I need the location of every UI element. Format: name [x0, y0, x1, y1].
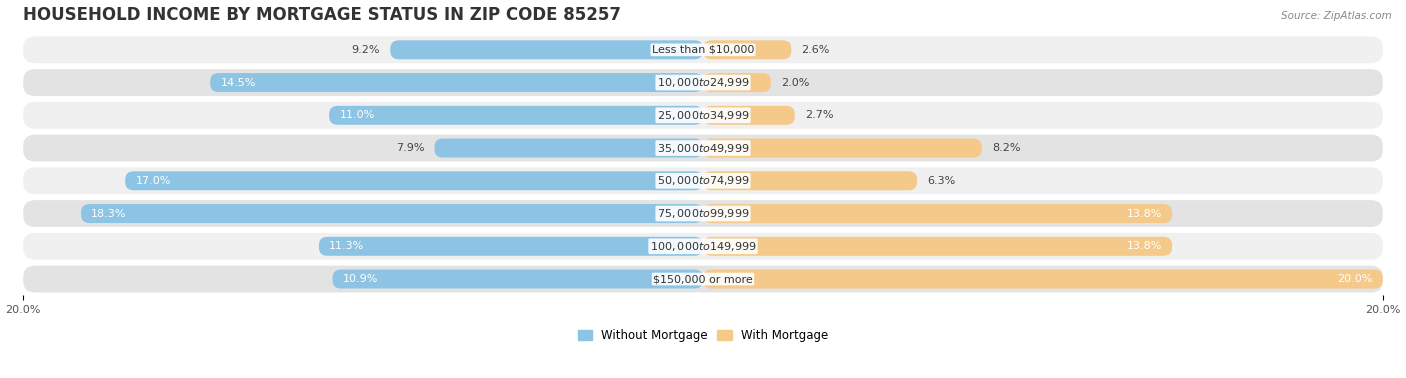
- FancyBboxPatch shape: [329, 106, 703, 125]
- FancyBboxPatch shape: [82, 204, 703, 223]
- Text: $25,000 to $34,999: $25,000 to $34,999: [657, 109, 749, 122]
- Text: 11.0%: 11.0%: [339, 110, 374, 120]
- Text: 20.0%: 20.0%: [1337, 274, 1372, 284]
- Text: 7.9%: 7.9%: [396, 143, 425, 153]
- Text: 2.0%: 2.0%: [782, 77, 810, 88]
- Text: $100,000 to $149,999: $100,000 to $149,999: [650, 240, 756, 253]
- Text: 2.7%: 2.7%: [806, 110, 834, 120]
- Text: $50,000 to $74,999: $50,000 to $74,999: [657, 174, 749, 187]
- FancyBboxPatch shape: [24, 69, 1382, 96]
- FancyBboxPatch shape: [391, 40, 703, 59]
- FancyBboxPatch shape: [209, 73, 703, 92]
- FancyBboxPatch shape: [24, 200, 1382, 227]
- Text: $35,000 to $49,999: $35,000 to $49,999: [657, 141, 749, 155]
- FancyBboxPatch shape: [703, 139, 981, 158]
- Text: HOUSEHOLD INCOME BY MORTGAGE STATUS IN ZIP CODE 85257: HOUSEHOLD INCOME BY MORTGAGE STATUS IN Z…: [24, 6, 621, 23]
- FancyBboxPatch shape: [24, 102, 1382, 129]
- FancyBboxPatch shape: [703, 73, 770, 92]
- FancyBboxPatch shape: [703, 171, 917, 190]
- Text: Source: ZipAtlas.com: Source: ZipAtlas.com: [1281, 11, 1392, 21]
- Text: $10,000 to $24,999: $10,000 to $24,999: [657, 76, 749, 89]
- Text: $150,000 or more: $150,000 or more: [654, 274, 752, 284]
- FancyBboxPatch shape: [333, 270, 703, 288]
- FancyBboxPatch shape: [24, 266, 1382, 293]
- FancyBboxPatch shape: [703, 106, 794, 125]
- FancyBboxPatch shape: [24, 167, 1382, 194]
- FancyBboxPatch shape: [24, 233, 1382, 260]
- FancyBboxPatch shape: [703, 237, 1173, 256]
- FancyBboxPatch shape: [125, 171, 703, 190]
- Legend: Without Mortgage, With Mortgage: Without Mortgage, With Mortgage: [574, 325, 832, 347]
- Text: 14.5%: 14.5%: [221, 77, 256, 88]
- Text: 9.2%: 9.2%: [352, 45, 380, 55]
- FancyBboxPatch shape: [703, 204, 1173, 223]
- FancyBboxPatch shape: [703, 40, 792, 59]
- Text: 6.3%: 6.3%: [928, 176, 956, 186]
- Text: 18.3%: 18.3%: [91, 209, 127, 218]
- Text: $75,000 to $99,999: $75,000 to $99,999: [657, 207, 749, 220]
- Text: 13.8%: 13.8%: [1126, 209, 1161, 218]
- Text: 10.9%: 10.9%: [343, 274, 378, 284]
- Text: 13.8%: 13.8%: [1126, 241, 1161, 251]
- Text: 17.0%: 17.0%: [135, 176, 170, 186]
- Text: Less than $10,000: Less than $10,000: [652, 45, 754, 55]
- FancyBboxPatch shape: [703, 270, 1382, 288]
- FancyBboxPatch shape: [434, 139, 703, 158]
- Text: 8.2%: 8.2%: [991, 143, 1021, 153]
- FancyBboxPatch shape: [319, 237, 703, 256]
- FancyBboxPatch shape: [24, 135, 1382, 161]
- FancyBboxPatch shape: [24, 36, 1382, 63]
- Text: 2.6%: 2.6%: [801, 45, 830, 55]
- Text: 11.3%: 11.3%: [329, 241, 364, 251]
